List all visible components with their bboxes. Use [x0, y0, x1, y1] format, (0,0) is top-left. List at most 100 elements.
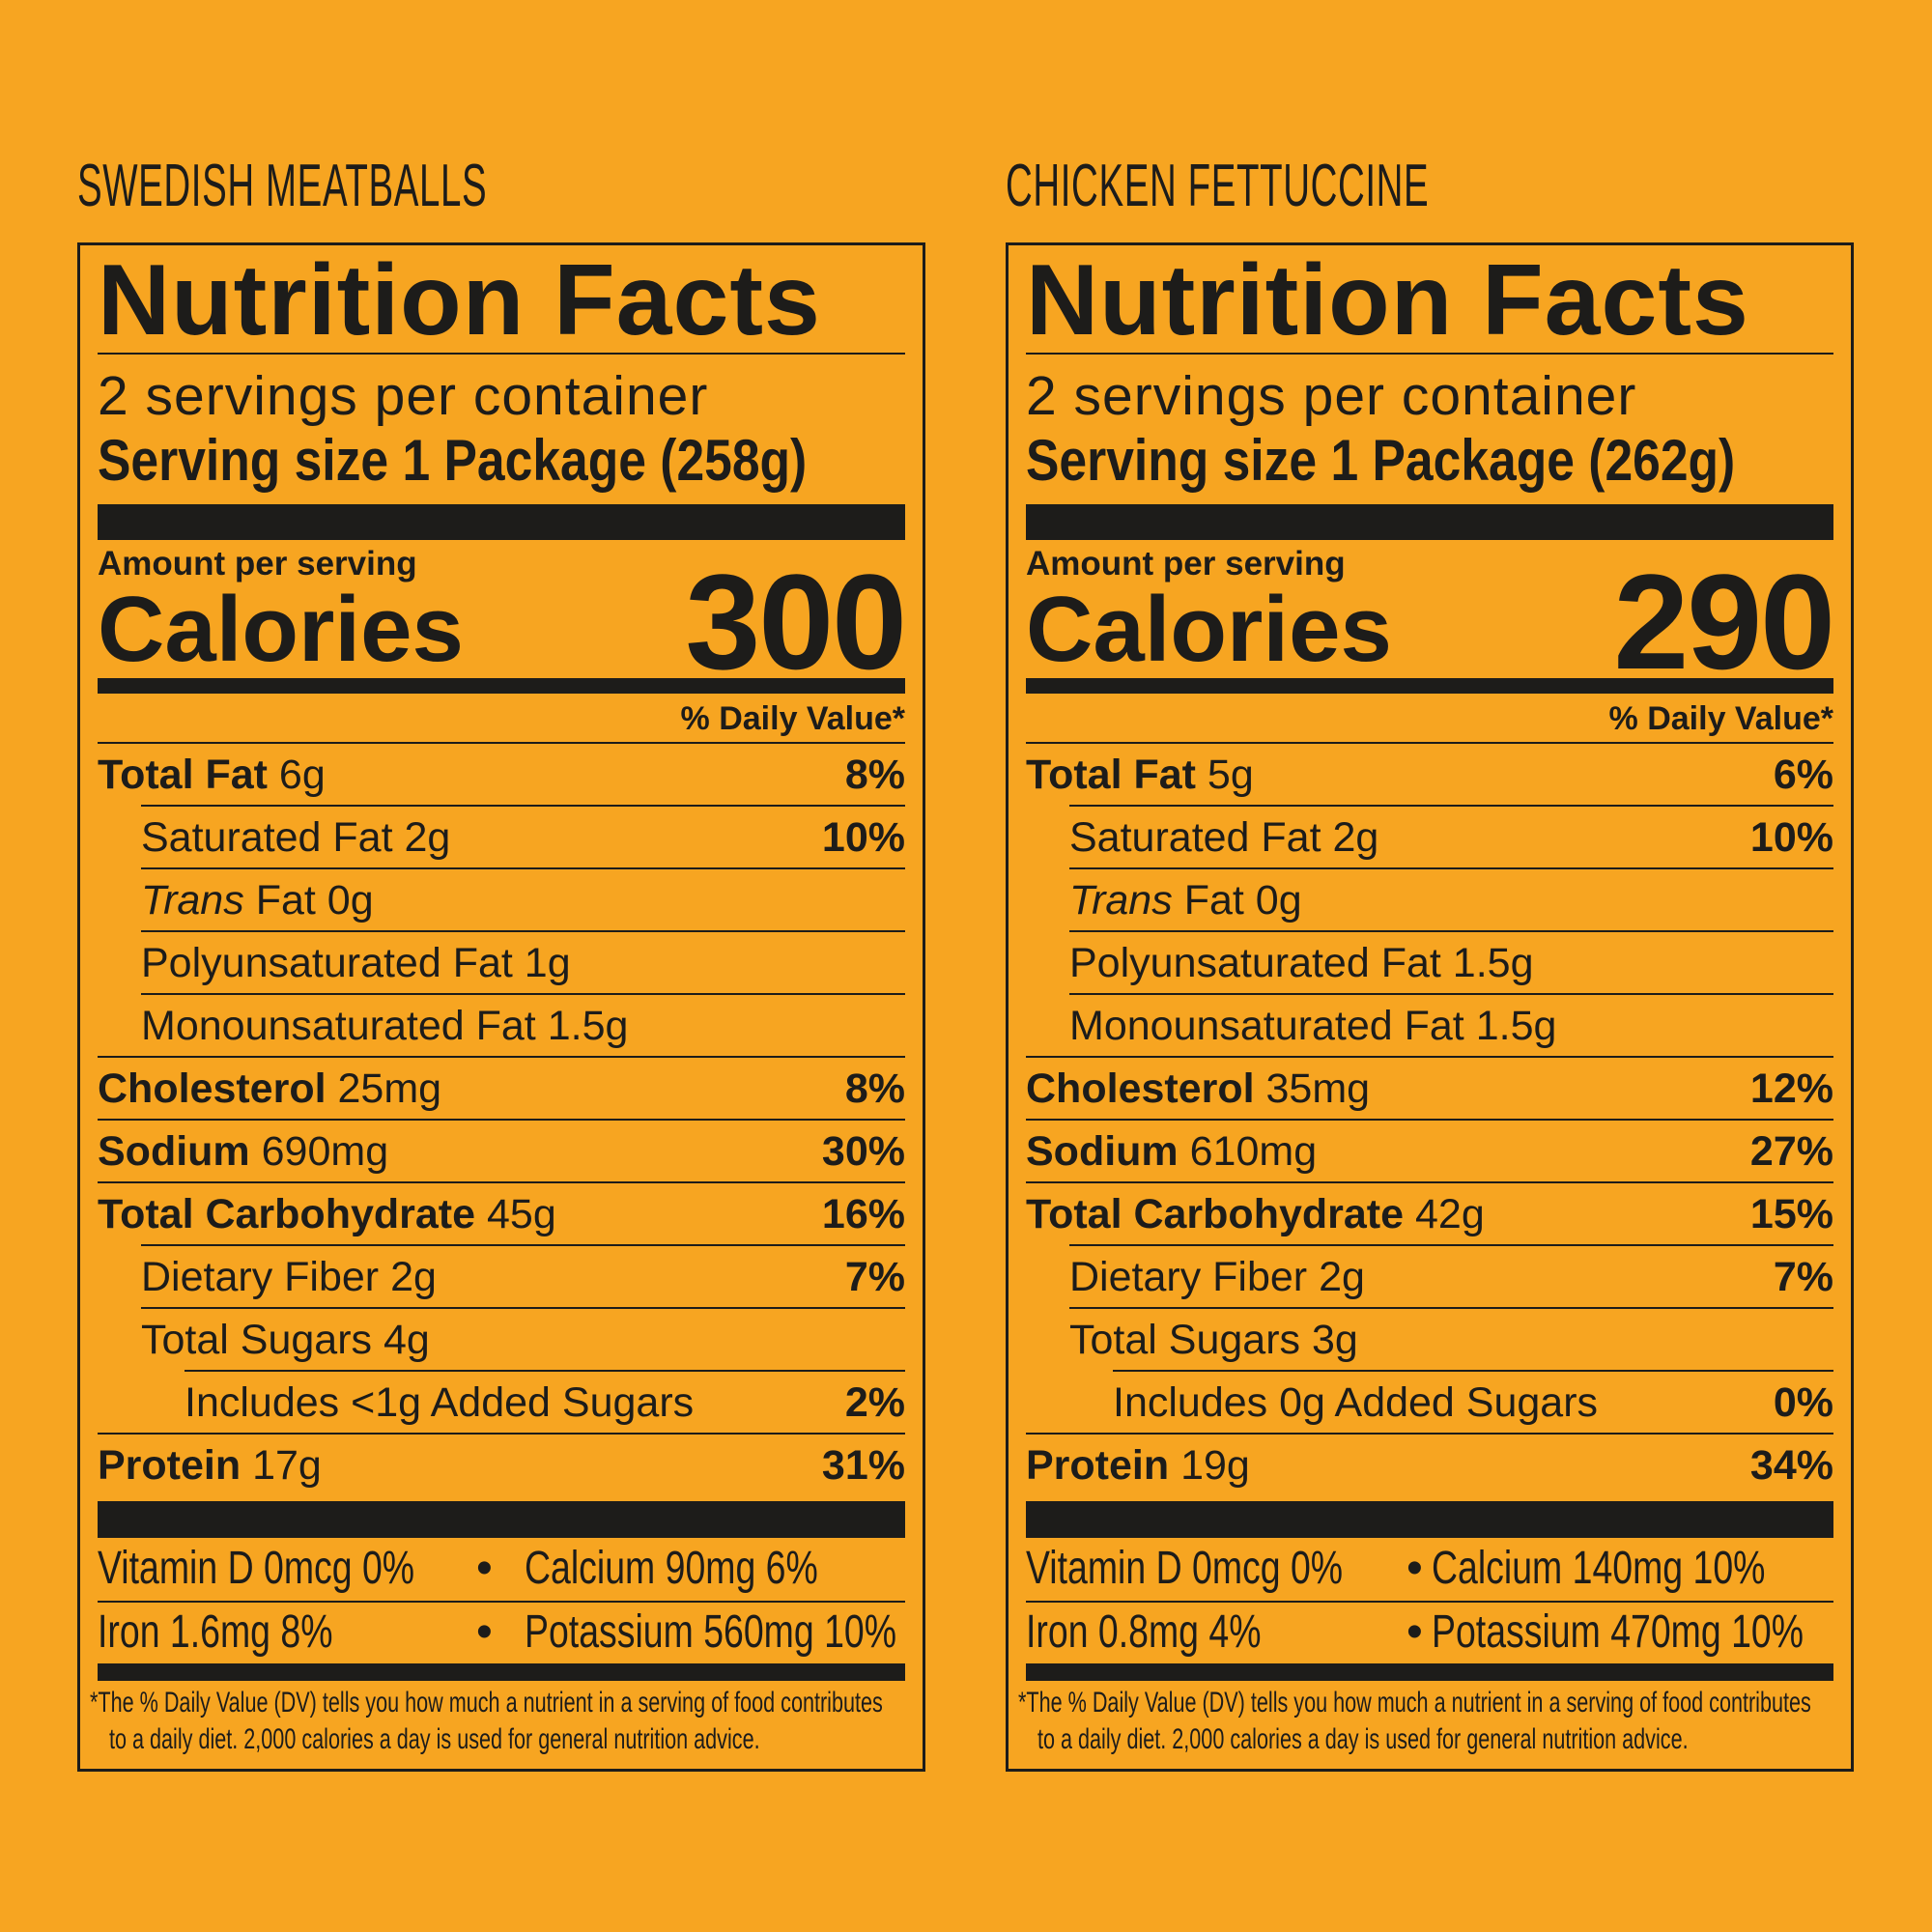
nutrient-amount: 2g: [1319, 1254, 1365, 1300]
nutrient-row: Sodium 690mg 30%: [98, 1119, 905, 1183]
nutrient-amount: 25mg: [337, 1065, 442, 1112]
nutrient-label: Total Sugars 3g: [1069, 1317, 1358, 1364]
nutrient-row: Dietary Fiber 2g 7%: [141, 1244, 905, 1309]
footnote: *The % Daily Value (DV) tells you how mu…: [90, 1687, 883, 1719]
nutrient-daily-value: 10%: [821, 814, 905, 861]
nutrient-name: Saturated Fat: [1069, 814, 1321, 861]
nutrient-name: Cholesterol: [1026, 1065, 1255, 1112]
vitamin-item: Calcium 90mg 6%: [525, 1543, 818, 1594]
nutrient-daily-value: 6%: [1773, 752, 1833, 798]
nutrient-label: Trans Fat 0g: [1069, 877, 1302, 924]
nutrient-amount: 5g: [1207, 752, 1254, 798]
bullet: •: [476, 1543, 493, 1594]
nutrient-amount: 0g: [1255, 877, 1302, 923]
nutrient-daily-value: 27%: [1749, 1128, 1833, 1175]
servings-per-container: 2 servings per container: [1026, 365, 1637, 427]
serving-size: Serving size 1 Package (258g): [98, 428, 808, 493]
nutrient-row: Polyunsaturated Fat 1.5g: [1069, 930, 1833, 995]
thick-divider: [98, 1501, 905, 1538]
nutrient-label: Sodium 690mg: [98, 1128, 388, 1176]
nutrient-label: Total Fat 5g: [1026, 752, 1254, 799]
vitamin-item: Vitamin D 0mcg 0%: [1026, 1543, 1344, 1594]
vitamin-row: Iron 0.8mg 4% • Potassium 470mg 10%: [1026, 1602, 1833, 1663]
nutrition-facts-title: Nutrition Facts: [1026, 244, 1749, 356]
nutrition-facts-panel: Nutrition Facts 2 servings per container S…: [1006, 242, 1854, 1772]
nutrient-label: Includes 0g Added Sugars: [1113, 1379, 1598, 1427]
thick-divider: [1026, 1501, 1833, 1538]
vitamin-item: Iron 1.6mg 8%: [98, 1606, 333, 1658]
nutrient-label: Total Carbohydrate 42g: [1026, 1191, 1485, 1238]
nutrient-daily-value: 10%: [1749, 814, 1833, 861]
nutrient-label: Sodium 610mg: [1026, 1128, 1317, 1176]
nutrient-label: Trans Fat 0g: [141, 877, 374, 924]
vitamin-item: Vitamin D 0mcg 0%: [98, 1543, 415, 1594]
nutrient-amount: 2g: [390, 1254, 437, 1300]
divider: [98, 353, 905, 355]
nutrient-row: Polyunsaturated Fat 1g: [141, 930, 905, 995]
nutrient-daily-value: 31%: [821, 1442, 905, 1489]
nutrient-amount: 1.5g: [1475, 1003, 1557, 1049]
nutrient-name: Protein: [98, 1442, 242, 1489]
nutrient-amount: 17g: [252, 1442, 322, 1489]
nutrient-name: Dietary Fiber: [141, 1254, 380, 1300]
nutrient-name-italic: Trans: [141, 877, 244, 923]
nutrient-row: Trans Fat 0g: [1069, 867, 1833, 932]
nutrient-label: Total Carbohydrate 45g: [98, 1191, 556, 1238]
nutrient-amount: 1.5g: [547, 1003, 629, 1049]
nutrient-amount: 2g: [404, 814, 451, 861]
nutrient-name: Monounsaturated Fat: [1069, 1003, 1464, 1049]
vitamin-item: Potassium 470mg 10%: [1432, 1606, 1804, 1658]
nutrient-name: Polyunsaturated Fat: [1069, 940, 1441, 986]
nutrient-name: Includes 0g Added Sugars: [1113, 1379, 1599, 1426]
nutrient-label: Polyunsaturated Fat 1g: [141, 940, 571, 987]
daily-value-header: % Daily Value*: [1608, 700, 1833, 737]
nutrient-name: Total Carbohydrate: [98, 1191, 476, 1237]
divider: [98, 1601, 905, 1603]
nutrient-row: Total Sugars 3g: [1069, 1307, 1833, 1372]
nutrient-label: Dietary Fiber 2g: [1069, 1254, 1365, 1301]
nutrient-name: Fat: [1183, 877, 1244, 923]
nutrient-daily-value: 7%: [844, 1254, 905, 1300]
divider: [1026, 353, 1833, 355]
nutrient-row: Protein 17g 31%: [98, 1433, 905, 1497]
calories-label: Calories: [98, 578, 464, 681]
vitamin-item: Iron 0.8mg 4%: [1026, 1606, 1262, 1658]
footnote: *The % Daily Value (DV) tells you how mu…: [1018, 1687, 1811, 1719]
divider: [1026, 1601, 1833, 1603]
nutrient-row: Total Sugars 4g: [141, 1307, 905, 1372]
nutrient-label: Cholesterol 25mg: [98, 1065, 441, 1113]
nutrient-label: Dietary Fiber 2g: [141, 1254, 437, 1301]
vitamin-item: Potassium 560mg 10%: [525, 1606, 897, 1658]
nutrient-label: Protein 17g: [98, 1442, 322, 1490]
vitamin-item: Calcium 140mg 10%: [1432, 1543, 1766, 1594]
nutrient-name: Saturated Fat: [141, 814, 393, 861]
nutrient-name: Cholesterol: [98, 1065, 327, 1112]
bullet: •: [1406, 1606, 1423, 1658]
bullet: •: [476, 1606, 493, 1658]
nutrient-amount: 1.5g: [1452, 940, 1534, 986]
nutrient-label: Saturated Fat 2g: [1069, 814, 1378, 862]
nutrient-label: Polyunsaturated Fat 1.5g: [1069, 940, 1534, 987]
nutrient-label: Protein 19g: [1026, 1442, 1250, 1490]
medium-divider: [1026, 1663, 1833, 1681]
nutrient-daily-value: 8%: [844, 1065, 905, 1112]
nutrient-row: Saturated Fat 2g 10%: [141, 805, 905, 869]
calories-value: 300: [685, 546, 907, 697]
nutrient-row: Cholesterol 35mg 12%: [1026, 1056, 1833, 1121]
nutrient-label: Total Fat 6g: [98, 752, 326, 799]
nutrient-row: Monounsaturated Fat 1.5g: [1069, 993, 1833, 1058]
nutrient-daily-value: 15%: [1749, 1191, 1833, 1237]
bullet: •: [1406, 1543, 1423, 1594]
nutrient-row: Total Fat 5g 6%: [1026, 742, 1833, 807]
nutrient-daily-value: 8%: [844, 752, 905, 798]
nutrient-name: Protein: [1026, 1442, 1170, 1489]
medium-divider: [98, 678, 905, 694]
nutrient-name: Dietary Fiber: [1069, 1254, 1308, 1300]
nutrient-name: Total Fat: [1026, 752, 1196, 798]
product-name: SWEDISH MEATBALLS: [77, 153, 488, 219]
nutrient-row: Protein 19g 34%: [1026, 1433, 1833, 1497]
nutrient-name: Includes <1g Added Sugars: [185, 1379, 695, 1426]
nutrient-daily-value: 7%: [1773, 1254, 1833, 1300]
nutrient-name: Total Fat: [98, 752, 268, 798]
nutrient-daily-value: 12%: [1749, 1065, 1833, 1112]
